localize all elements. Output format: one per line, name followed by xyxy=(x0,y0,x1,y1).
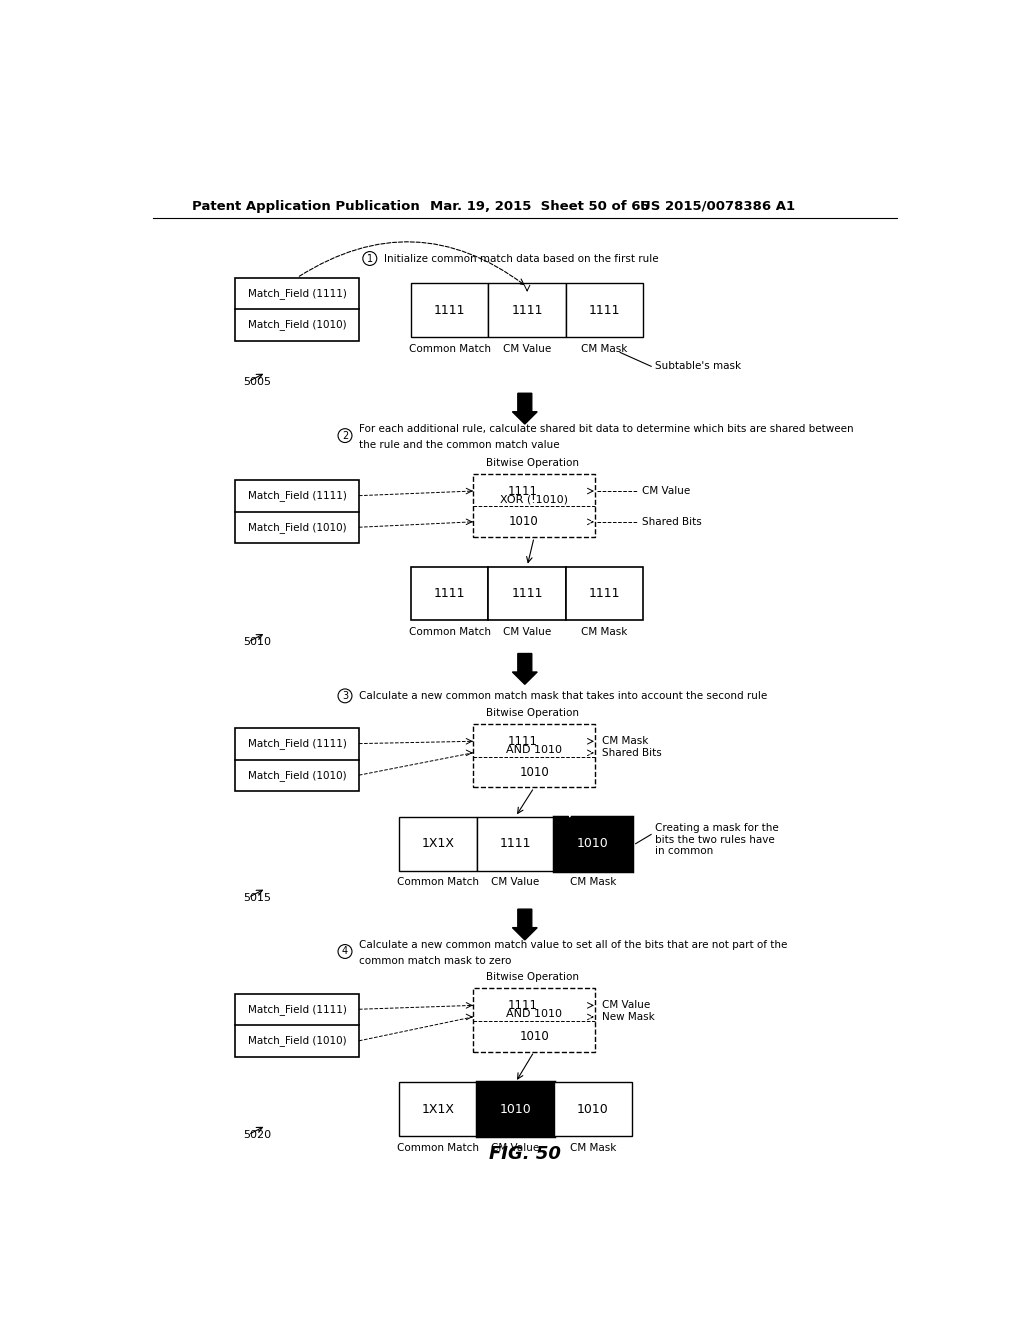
Text: FIG. 50: FIG. 50 xyxy=(488,1144,561,1163)
Text: 5010: 5010 xyxy=(243,638,270,647)
Text: Shared Bits: Shared Bits xyxy=(642,517,701,527)
Text: 2: 2 xyxy=(342,430,348,441)
Text: the rule and the common match value: the rule and the common match value xyxy=(359,440,559,450)
Text: Calculate a new common match mask that takes into account the second rule: Calculate a new common match mask that t… xyxy=(359,690,767,701)
Text: Bitwise Operation: Bitwise Operation xyxy=(486,708,579,718)
Text: Initialize common match data based on the first rule: Initialize common match data based on th… xyxy=(384,253,658,264)
Bar xyxy=(399,1082,477,1137)
Bar xyxy=(411,284,488,337)
Text: Common Match: Common Match xyxy=(397,1143,479,1152)
Text: 1: 1 xyxy=(367,253,373,264)
Text: 1111: 1111 xyxy=(508,999,538,1012)
FancyArrow shape xyxy=(512,653,538,684)
Text: CM Value: CM Value xyxy=(503,343,551,354)
Text: 1010: 1010 xyxy=(500,1102,531,1115)
Bar xyxy=(566,284,643,337)
Text: CM Mask: CM Mask xyxy=(569,878,616,887)
Bar xyxy=(554,1082,632,1137)
FancyArrow shape xyxy=(512,909,538,940)
Text: Subtable's mask: Subtable's mask xyxy=(655,362,741,371)
Text: Bitwise Operation: Bitwise Operation xyxy=(486,972,579,982)
Text: CM Value: CM Value xyxy=(642,486,690,496)
Text: 1111: 1111 xyxy=(434,304,465,317)
Text: AND 1010: AND 1010 xyxy=(506,1008,562,1019)
Text: Mar. 19, 2015  Sheet 50 of 65: Mar. 19, 2015 Sheet 50 of 65 xyxy=(430,199,650,213)
Text: Match_Field (1111): Match_Field (1111) xyxy=(248,490,346,502)
Text: Creating a mask for the: Creating a mask for the xyxy=(655,824,778,833)
Text: CM Value: CM Value xyxy=(503,627,551,638)
Text: New Mask: New Mask xyxy=(601,1012,654,1022)
Text: Common Match: Common Match xyxy=(397,878,479,887)
Text: Bitwise Operation: Bitwise Operation xyxy=(486,458,579,467)
Text: Match_Field (1010): Match_Field (1010) xyxy=(248,521,346,533)
Text: US 2015/0078386 A1: US 2015/0078386 A1 xyxy=(640,199,795,213)
Text: 1010: 1010 xyxy=(578,837,609,850)
Bar xyxy=(234,729,359,792)
Text: 1111: 1111 xyxy=(500,837,531,850)
Bar xyxy=(477,1082,554,1137)
Text: 1X1X: 1X1X xyxy=(422,1102,455,1115)
Bar xyxy=(234,277,359,341)
Text: Match_Field (1010): Match_Field (1010) xyxy=(248,319,346,330)
Text: Common Match: Common Match xyxy=(409,627,490,638)
Text: 1X1X: 1X1X xyxy=(422,837,455,850)
Bar xyxy=(399,817,477,871)
Bar xyxy=(473,989,595,1052)
Text: 5020: 5020 xyxy=(243,1130,270,1139)
Text: 1111: 1111 xyxy=(511,304,543,317)
Text: Shared Bits: Shared Bits xyxy=(601,748,662,758)
Bar xyxy=(411,566,488,620)
Text: 1111: 1111 xyxy=(434,587,465,601)
FancyArrow shape xyxy=(512,393,538,424)
Text: 1010: 1010 xyxy=(508,515,538,528)
Text: 1111: 1111 xyxy=(508,735,538,748)
Text: AND 1010: AND 1010 xyxy=(506,744,562,755)
Bar xyxy=(234,480,359,544)
Text: 1111: 1111 xyxy=(589,587,621,601)
Bar xyxy=(234,994,359,1057)
Text: Match_Field (1010): Match_Field (1010) xyxy=(248,1035,346,1047)
Text: CM Value: CM Value xyxy=(492,878,540,887)
Bar xyxy=(473,474,595,537)
Text: Calculate a new common match value to set all of the bits that are not part of t: Calculate a new common match value to se… xyxy=(359,940,787,950)
Text: Match_Field (1111): Match_Field (1111) xyxy=(248,288,346,298)
Text: CM Mask: CM Mask xyxy=(569,1143,616,1152)
Text: Common Match: Common Match xyxy=(409,343,490,354)
Bar xyxy=(473,725,595,788)
Text: 1111: 1111 xyxy=(589,304,621,317)
Bar xyxy=(488,284,566,337)
Text: CM Mask: CM Mask xyxy=(601,737,648,746)
Text: 1010: 1010 xyxy=(519,1030,549,1043)
Bar xyxy=(566,566,643,620)
Text: 1111: 1111 xyxy=(508,484,538,498)
Text: CM Value: CM Value xyxy=(601,1001,650,1010)
Text: Match_Field (1010): Match_Field (1010) xyxy=(248,770,346,780)
Bar xyxy=(477,817,554,871)
Text: bits the two rules have: bits the two rules have xyxy=(655,834,775,845)
Text: 4: 4 xyxy=(342,946,348,957)
Text: in common: in common xyxy=(655,846,714,857)
Text: For each additional rule, calculate shared bit data to determine which bits are : For each additional rule, calculate shar… xyxy=(359,425,854,434)
Bar xyxy=(488,566,566,620)
Text: Patent Application Publication: Patent Application Publication xyxy=(191,199,419,213)
Text: CM Mask: CM Mask xyxy=(582,343,628,354)
Text: 5015: 5015 xyxy=(243,892,270,903)
Text: common match mask to zero: common match mask to zero xyxy=(359,956,511,966)
Text: Match_Field (1111): Match_Field (1111) xyxy=(248,1003,346,1015)
Text: XOR (!1010): XOR (!1010) xyxy=(500,495,568,504)
Text: 1111: 1111 xyxy=(511,587,543,601)
Text: Match_Field (1111): Match_Field (1111) xyxy=(248,738,346,748)
Text: 3: 3 xyxy=(342,690,348,701)
Text: 1010: 1010 xyxy=(578,1102,609,1115)
Text: 5005: 5005 xyxy=(243,376,270,387)
Text: CM Mask: CM Mask xyxy=(582,627,628,638)
Text: 1010: 1010 xyxy=(519,766,549,779)
Bar xyxy=(554,817,632,871)
Text: CM Value: CM Value xyxy=(492,1143,540,1152)
